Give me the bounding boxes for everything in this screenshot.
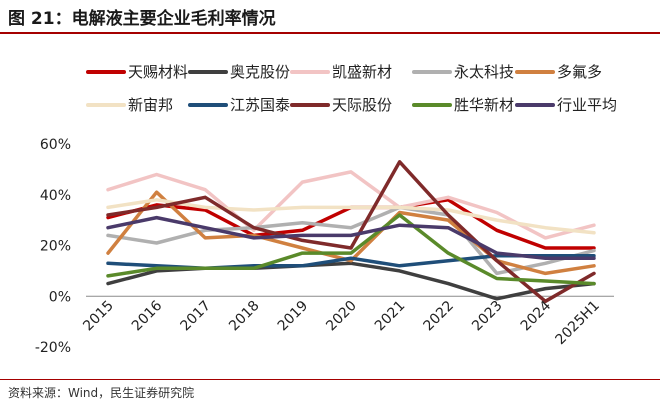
series-line: [106, 198, 596, 235]
y-tick-label: 60%: [40, 137, 71, 153]
x-tick-label: 2019: [275, 298, 312, 335]
series-line: [106, 213, 596, 286]
legend-label: 行业平均: [557, 96, 617, 114]
legend-item: 凯盛新材: [290, 63, 392, 81]
series-line: [106, 160, 596, 304]
legend-item: 天际股份: [290, 96, 392, 114]
legend-item: 奥克股份: [188, 63, 290, 81]
series-lines: [106, 160, 596, 304]
legend-label: 永太科技: [454, 63, 514, 81]
legend-item: 多氟多: [515, 63, 602, 81]
legend-item: 天赐材料: [86, 63, 188, 81]
legend-item: 永太科技: [412, 63, 514, 81]
legend-label: 凯盛新材: [332, 63, 392, 81]
x-tick-label: 2021: [372, 298, 409, 335]
x-tick-label: 2016: [129, 298, 166, 335]
x-tick-label: 2024: [518, 298, 555, 335]
series-line: [106, 205, 596, 276]
x-tick-label: 2015: [80, 298, 117, 335]
legend-item: 江苏国泰: [188, 96, 290, 114]
x-axis-labels: 2015 2016 2017 2018 2019 2020 2021 2022 2023 2024…: [80, 298, 603, 348]
x-tick-label: 2020: [323, 298, 360, 335]
legend-item: 行业平均: [515, 96, 617, 114]
title-divider: [0, 32, 660, 34]
legend-item: 新宙邦: [86, 96, 173, 114]
legend-label: 江苏国泰: [230, 96, 290, 114]
x-tick-label: 2023: [469, 298, 506, 335]
source-note: 资料来源：Wind，民生证券研究院: [8, 386, 195, 400]
x-tick-label: 2018: [226, 298, 263, 335]
legend-label: 新宙邦: [128, 96, 173, 114]
series-line: [106, 215, 596, 260]
footer-divider: [0, 379, 660, 380]
y-axis-labels: -20% 0% 20% 40% 60%: [35, 137, 71, 356]
legend-item: 胜华新材: [412, 96, 514, 114]
legend-label: 天赐材料: [128, 63, 188, 81]
x-tick-label: 2022: [421, 298, 458, 335]
y-tick-label: -20%: [35, 340, 71, 356]
chart-title: 图 21：电解液主要企业毛利率情况: [8, 9, 276, 29]
x-tick-label: 2017: [178, 298, 215, 335]
x-tick-label: 2025H1: [553, 298, 603, 348]
legend-label: 胜华新材: [454, 96, 514, 114]
legend-label: 天际股份: [332, 96, 392, 114]
y-tick-label: 20%: [40, 239, 71, 255]
y-tick-label: 0%: [49, 289, 71, 305]
legend-label: 多氟多: [557, 63, 602, 81]
y-tick-label: 40%: [40, 188, 71, 204]
legend-label: 奥克股份: [230, 63, 290, 81]
